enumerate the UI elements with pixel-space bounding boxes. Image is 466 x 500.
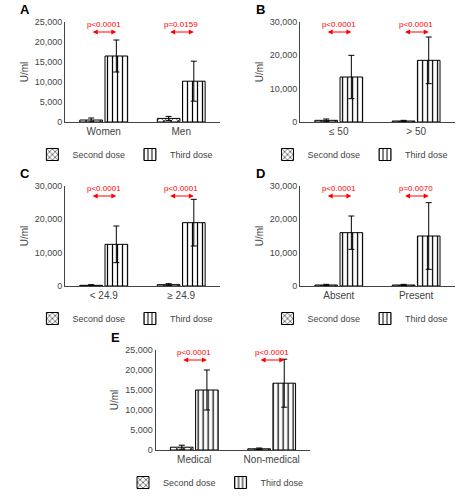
svg-text:D: D	[256, 166, 265, 181]
svg-text:15,000: 15,000	[125, 385, 153, 395]
svg-text:Second dose: Second dose	[72, 150, 125, 160]
svg-text:p<0.0001: p<0.0001	[322, 20, 356, 29]
svg-text:p<0.0001: p<0.0001	[255, 348, 289, 357]
svg-text:Men: Men	[171, 126, 190, 137]
svg-text:p<0.0001: p<0.0001	[399, 20, 433, 29]
svg-text:Second dose: Second dose	[307, 314, 360, 324]
svg-text:p<0.0001: p<0.0001	[322, 184, 356, 193]
svg-text:Medical: Medical	[177, 454, 211, 465]
svg-text:A: A	[20, 2, 30, 17]
svg-text:p=0.0159: p=0.0159	[164, 20, 198, 29]
svg-text:10,000: 10,000	[270, 248, 298, 258]
svg-text:≤ 50: ≤ 50	[329, 126, 349, 137]
svg-text:Present: Present	[399, 290, 434, 301]
svg-text:0: 0	[292, 281, 297, 291]
svg-text:25,000: 25,000	[35, 17, 63, 27]
svg-text:B: B	[256, 2, 265, 17]
svg-text:Non-medical: Non-medical	[244, 454, 300, 465]
svg-text:10,000: 10,000	[125, 405, 153, 415]
svg-text:20,000: 20,000	[125, 365, 153, 375]
svg-text:Second dose: Second dose	[72, 314, 125, 324]
svg-text:10,000: 10,000	[35, 77, 63, 87]
svg-text:≥ 24.9: ≥ 24.9	[167, 290, 195, 301]
svg-text:U/ml: U/ml	[109, 390, 120, 411]
svg-text:Third dose: Third dose	[405, 314, 448, 324]
svg-text:Absent: Absent	[323, 290, 354, 301]
svg-text:p<0.0001: p<0.0001	[87, 184, 121, 193]
svg-text:p<0.0001: p<0.0001	[177, 348, 211, 357]
svg-text:30,000: 30,000	[270, 181, 298, 191]
svg-text:20,000: 20,000	[35, 214, 63, 224]
svg-text:p<0.0001: p<0.0001	[87, 20, 121, 29]
svg-text:10,000: 10,000	[35, 248, 63, 258]
svg-text:U/ml: U/ml	[254, 62, 265, 83]
svg-text:20,000: 20,000	[270, 50, 298, 60]
svg-text:Third dose: Third dose	[170, 314, 213, 324]
svg-text:0: 0	[292, 117, 297, 127]
svg-text:30,000: 30,000	[35, 181, 63, 191]
svg-text:U/ml: U/ml	[19, 226, 30, 247]
svg-text:15,000: 15,000	[35, 57, 63, 67]
svg-text:< 24.9: < 24.9	[90, 290, 119, 301]
svg-text:p=0.0070: p=0.0070	[399, 184, 433, 193]
svg-text:p<0.0001: p<0.0001	[164, 184, 198, 193]
svg-text:10,000: 10,000	[270, 84, 298, 94]
svg-text:0: 0	[57, 117, 62, 127]
svg-text:0: 0	[57, 281, 62, 291]
svg-text:20,000: 20,000	[270, 214, 298, 224]
svg-text:Women: Women	[87, 126, 121, 137]
svg-text:5,000: 5,000	[40, 97, 63, 107]
svg-text:Third dose: Third dose	[261, 478, 304, 488]
svg-text:30,000: 30,000	[270, 17, 298, 27]
svg-text:Second dose: Second dose	[163, 478, 216, 488]
svg-text:20,000: 20,000	[35, 37, 63, 47]
svg-text:C: C	[20, 166, 30, 181]
svg-text:25,000: 25,000	[125, 345, 153, 355]
svg-text:U/ml: U/ml	[19, 62, 30, 83]
svg-text:Second dose: Second dose	[307, 150, 360, 160]
svg-text:> 50: > 50	[406, 126, 426, 137]
svg-text:E: E	[111, 330, 120, 345]
svg-text:Third dose: Third dose	[405, 150, 448, 160]
svg-text:Third dose: Third dose	[170, 150, 213, 160]
svg-text:U/ml: U/ml	[254, 226, 265, 247]
svg-text:0: 0	[148, 445, 153, 455]
svg-text:5,000: 5,000	[130, 425, 153, 435]
